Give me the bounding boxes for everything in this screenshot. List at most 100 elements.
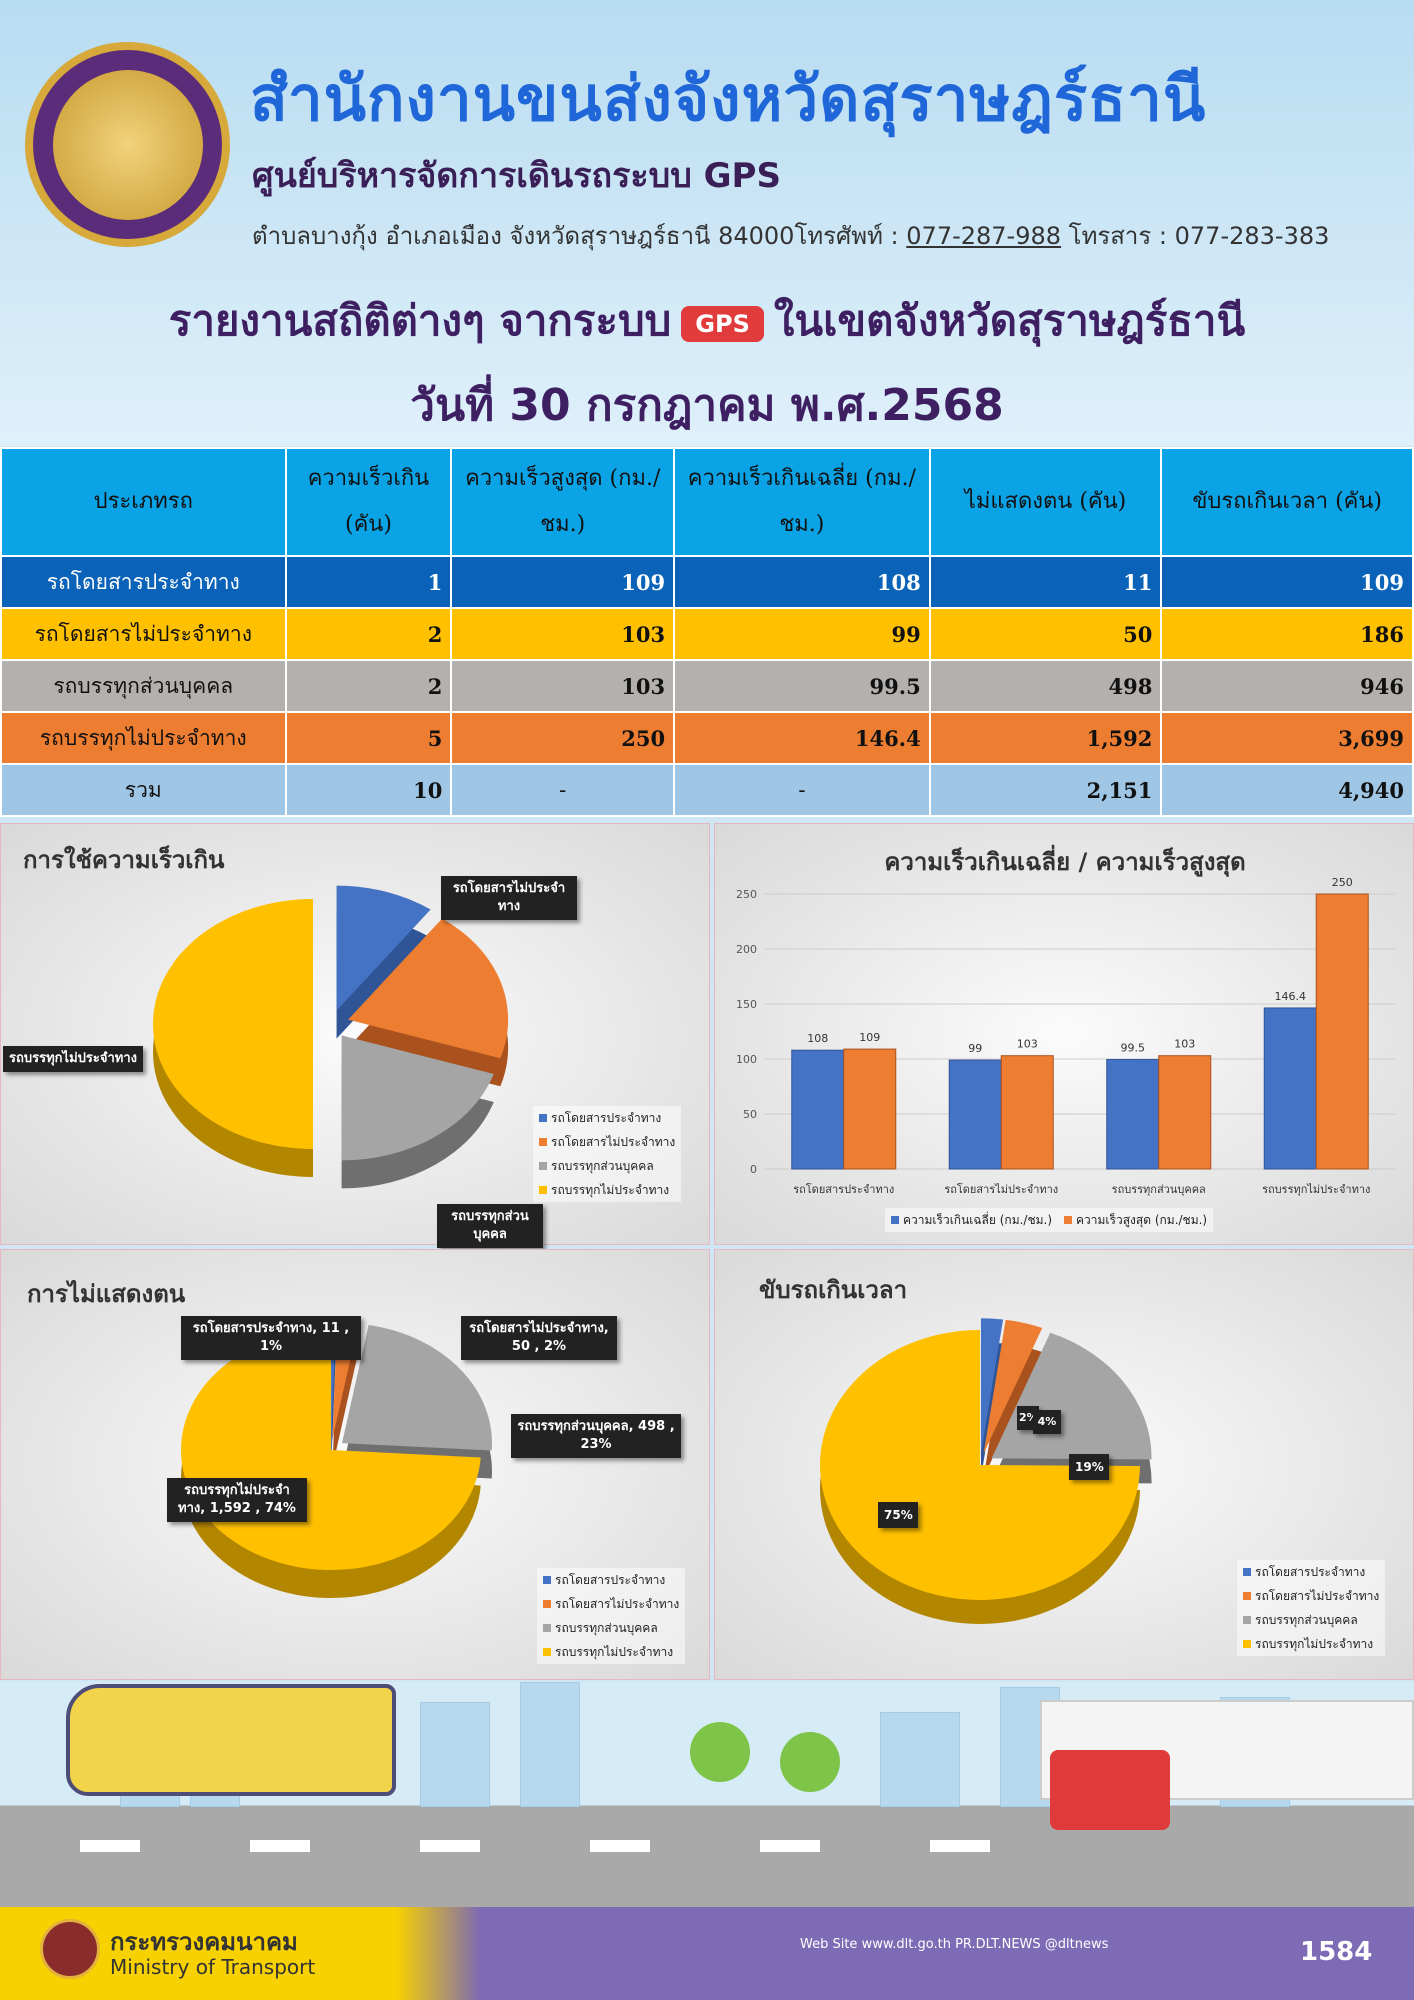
phone-link[interactable]: 077-287-988 bbox=[906, 222, 1062, 250]
road-scene bbox=[0, 1682, 1414, 1907]
report-title-a: รายงานสถิติต่างๆ จากระบบ bbox=[168, 296, 672, 345]
pie-slice bbox=[348, 918, 509, 1059]
pie-callout: รถบรรทุกส่วนบุคคล bbox=[437, 1204, 543, 1248]
report-date: วันที่ 30 กรกฎาคม พ.ศ.2568 bbox=[410, 380, 1004, 431]
pie-slice bbox=[336, 885, 431, 1011]
header: สำนักงานขนส่งจังหวัดสุราษฎร์ธานี ศูนย์บร… bbox=[0, 0, 1414, 446]
pie-slice-side bbox=[983, 1343, 1043, 1478]
table-cell: รวม bbox=[0, 763, 287, 817]
chart-legend: รถโดยสารประจำทาง รถโดยสารไม่ประจำทาง รถบ… bbox=[537, 1568, 686, 1664]
legend-item: รถบรรทุกส่วนบุคคล bbox=[533, 1154, 681, 1178]
table-cell: 2,151 bbox=[928, 763, 1163, 817]
road-marking bbox=[420, 1840, 480, 1852]
call-center-number[interactable]: 1584 bbox=[1300, 1937, 1373, 1967]
table-cell: 50 bbox=[928, 607, 1163, 661]
pie-callout: รถโดยสารประจำทาง, 11 , 1% bbox=[181, 1316, 361, 1360]
pie-slice bbox=[341, 1035, 494, 1161]
bar bbox=[1106, 1059, 1160, 1170]
phone-label: โทรศัพท์ : bbox=[794, 222, 899, 250]
table-row: รถบรรทุกไม่ประจำทาง 5 250 146.4 1,592 3,699 bbox=[0, 711, 1414, 765]
legend-item: รถบรรทุกไม่ประจำทาง bbox=[1237, 1632, 1385, 1656]
footer-links[interactable]: Web Site www.dlt.go.th PR.DLT.NEWS @dltn… bbox=[800, 1937, 1109, 1952]
legend-item: รถโดยสารไม่ประจำทาง bbox=[537, 1592, 685, 1616]
chart-panel-speeding: การใช้ความเร็วเกิน รถโดยสารไม่ประจำทาง ร… bbox=[0, 823, 710, 1248]
table-header: ความเร็วเกินเฉลี่ย (กม./ชม.) bbox=[673, 447, 931, 557]
building-icon bbox=[520, 1682, 580, 1807]
bar bbox=[1000, 1055, 1054, 1170]
table-cell: 99 bbox=[673, 607, 931, 661]
legend-label: รถโดยสารประจำทาง bbox=[1255, 1565, 1366, 1579]
legend-item: รถโดยสารประจำทาง bbox=[537, 1568, 685, 1592]
truck-cab-icon bbox=[1050, 1750, 1170, 1830]
pie-slice bbox=[342, 1324, 493, 1451]
legend-label: รถโดยสารไม่ประจำทาง bbox=[1255, 1589, 1380, 1603]
bar-value-label: 99 bbox=[968, 1042, 982, 1055]
pie-callout: รถบรรทุกไม่ประจำทาง, 1,592 , 74% bbox=[167, 1478, 307, 1522]
stats-table: ประเภทรถ ความเร็วเกิน (คัน) ความเร็วสูงส… bbox=[0, 447, 1414, 817]
table-cell: รถโดยสารประจำทาง bbox=[0, 555, 287, 609]
bar bbox=[948, 1059, 1002, 1170]
table-header: ความเร็วเกิน (คัน) bbox=[284, 447, 453, 557]
table-header: ขับรถเกินเวลา (คัน) bbox=[1160, 447, 1414, 557]
road-marking bbox=[250, 1840, 310, 1852]
bar-chart-speed: 0 50 100 150 200 250 108 109 รถโดยสารประจำทาง 99 1… bbox=[736, 876, 1395, 1196]
table-row: รถโดยสารประจำทาง 1 109 108 11 109 bbox=[0, 555, 1414, 609]
report-title: รายงานสถิติต่างๆ จากระบบ GPS ในเขตจังหวัดส… bbox=[0, 288, 1414, 354]
x-tick-label: รถบรรทุกส่วนบุคคล bbox=[1112, 1183, 1206, 1196]
table-cell: 99.5 bbox=[673, 659, 931, 713]
legend-label: รถโดยสารไม่ประจำทาง bbox=[551, 1135, 676, 1149]
bar-value-label: 250 bbox=[1332, 876, 1353, 889]
table-cell: 498 bbox=[928, 659, 1163, 713]
table-cell: 1 bbox=[284, 555, 453, 609]
pie-callout: รถบรรทุกไม่ประจำทาง bbox=[3, 1046, 143, 1072]
chart-legend: ความเร็วเกินเฉลี่ย (กม./ชม.) ความเร็วสูง… bbox=[885, 1208, 1214, 1232]
bar bbox=[1158, 1055, 1212, 1170]
table-cell: - bbox=[450, 763, 676, 817]
y-tick-label: 0 bbox=[750, 1163, 757, 1176]
legend-label: รถบรรทุกส่วนบุคคล bbox=[555, 1621, 658, 1635]
table-row-total: รวม 10- -2,151 4,940 bbox=[0, 763, 1414, 817]
chart-legend: รถโดยสารประจำทาง รถโดยสารไม่ประจำทาง รถบ… bbox=[1237, 1560, 1386, 1656]
table-header: ความเร็วสูงสุด (กม./ชม.) bbox=[450, 447, 676, 557]
chart-title: การใช้ความเร็วเกิน bbox=[23, 846, 225, 874]
legend-item: รถบรรทุกส่วนบุคคล bbox=[537, 1616, 685, 1640]
tree-icon bbox=[690, 1722, 750, 1782]
bar-value-label: 99.5 bbox=[1121, 1042, 1146, 1055]
fax: โทรสาร : 077-283-383 bbox=[1068, 222, 1330, 250]
table-header: ประเภทรถ bbox=[0, 447, 287, 557]
road-marking bbox=[930, 1840, 990, 1852]
x-tick-label: รถบรรทุกไม่ประจำทาง bbox=[1262, 1183, 1370, 1196]
chart-legend: รถโดยสารประจำทาง รถโดยสารไม่ประจำทาง รถบ… bbox=[533, 1106, 682, 1202]
table-cell: 186 bbox=[1160, 607, 1414, 661]
pie-callout: 19% bbox=[1069, 1454, 1109, 1480]
legend-label: ความเร็วสูงสุด (กม./ชม.) bbox=[1076, 1213, 1208, 1227]
y-tick-label: 50 bbox=[743, 1108, 757, 1121]
chart-panel-overtime: ขับรถเกินเวลา 2% 4% 19% 75% รถโดยสารประจ… bbox=[714, 1249, 1414, 1680]
table-cell: 103 bbox=[450, 607, 676, 661]
bar-value-label: 103 bbox=[1017, 1038, 1038, 1051]
table-cell: 4,940 bbox=[1160, 763, 1414, 817]
y-tick-label: 100 bbox=[736, 1053, 757, 1066]
table-cell: 2 bbox=[284, 607, 453, 661]
table-cell: - bbox=[673, 763, 931, 817]
gps-icon: GPS bbox=[681, 305, 764, 342]
chart-panel-speed-bars: ความเร็วเกินเฉลี่ย / ความเร็วสูงสุด 0 50 1… bbox=[714, 823, 1414, 1245]
table-cell: 109 bbox=[450, 555, 676, 609]
bar bbox=[1263, 1007, 1317, 1170]
pie-callout: รถบรรทุกส่วนบุคคล, 498 , 23% bbox=[511, 1414, 681, 1458]
table-cell: รถบรรทุกไม่ประจำทาง bbox=[0, 711, 287, 765]
tree-icon bbox=[780, 1732, 840, 1792]
legend-label: รถบรรทุกส่วนบุคคล bbox=[1255, 1613, 1358, 1627]
chart-title: ขับรถเกินเวลา bbox=[759, 1276, 908, 1304]
table-cell: 2 bbox=[284, 659, 453, 713]
legend-label: รถโดยสารประจำทาง bbox=[555, 1573, 666, 1587]
legend-label: รถบรรทุกไม่ประจำทาง bbox=[1255, 1637, 1374, 1651]
ministry-name-th: กระทรวงคมนาคม bbox=[110, 1928, 298, 1956]
legend-item: รถโดยสารไม่ประจำทาง bbox=[1237, 1584, 1385, 1608]
table-cell: 109 bbox=[1160, 555, 1414, 609]
ministry-name-en: Ministry of Transport bbox=[110, 1955, 316, 1979]
chart-title: การไม่แสดงตน bbox=[27, 1280, 186, 1308]
road-marking bbox=[760, 1840, 820, 1852]
legend-label: รถบรรทุกไม่ประจำทาง bbox=[551, 1183, 670, 1197]
legend-item: ความเร็วเกินเฉลี่ย (กม./ชม.) bbox=[885, 1208, 1058, 1232]
